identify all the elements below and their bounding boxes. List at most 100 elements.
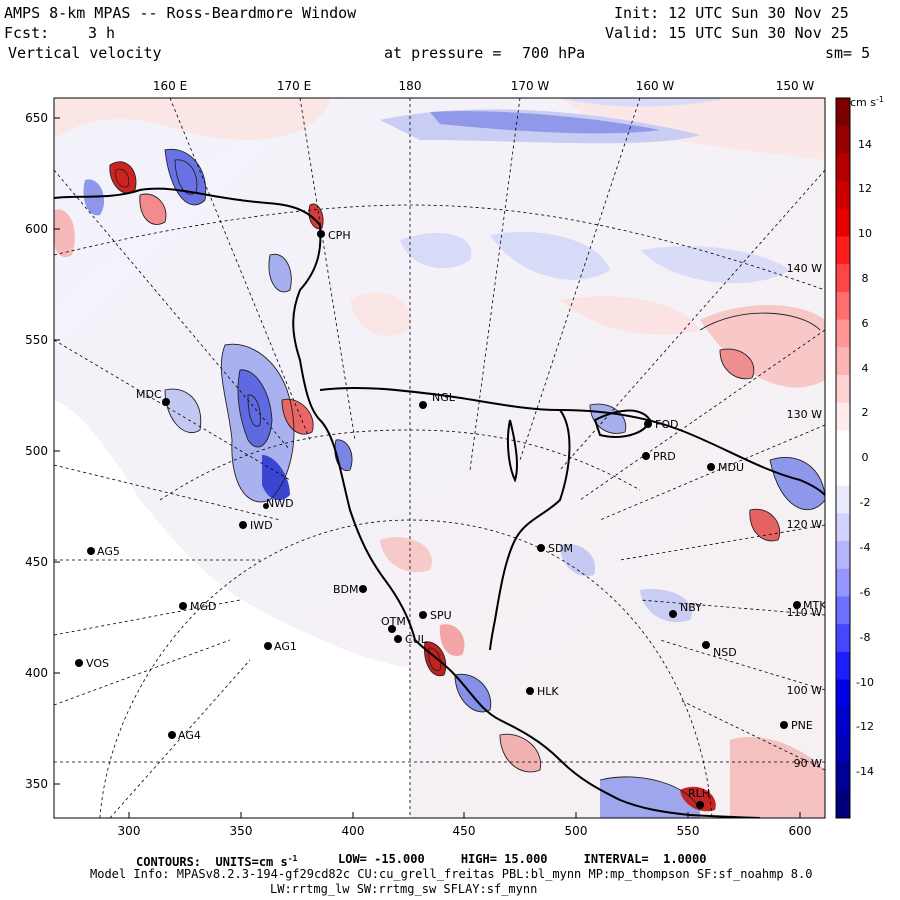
island-coast [593,409,652,438]
station-iwd[interactable]: IWD [239,519,273,532]
colorbar-segment [836,264,850,293]
station-ngl[interactable]: NGL [419,391,456,409]
lon-label-120w: 120 W [787,518,822,531]
station-marker[interactable] [669,610,677,618]
colorbar-label: 6 [862,317,869,330]
station-nby[interactable]: NBY [669,601,702,618]
station-marker[interactable] [263,503,269,509]
colorbar-segment [836,319,850,348]
station-marker[interactable] [162,398,170,406]
field-patch [490,231,610,280]
graticule [54,98,825,818]
contour [164,388,202,433]
station-mtk[interactable]: MTK [793,599,827,612]
station-marker[interactable] [793,601,801,609]
colorbar-labels: 14 12 10 8 6 4 2 0 -2 -4 -6 -8 -10 -12 -… [856,138,874,778]
station-nwd[interactable]: NWD [263,497,294,510]
parallel-arc [54,204,825,291]
station-marker[interactable] [388,625,396,633]
station-mgd[interactable]: MGD [179,600,217,613]
colorbar-segment [836,430,850,459]
field-patch [560,98,720,107]
station-sdm[interactable]: SDM [537,542,573,555]
station-nsd[interactable]: NSD [702,641,737,659]
station-marker[interactable] [75,659,83,667]
contour [334,439,353,472]
station-marker[interactable] [644,420,652,428]
station-marker[interactable] [696,801,704,809]
footer-range: LOW= -15.000 HIGH= 15.000 INTERVAL= 1.00… [338,852,707,866]
colorbar-segment [836,541,850,570]
station-cul[interactable]: CUL [394,633,428,646]
station-marker[interactable] [87,547,95,555]
station-marker[interactable] [419,611,427,619]
meridian-90e [109,659,251,818]
top-axis: 160 E 170 E 180 170 W 160 W 150 W [153,79,815,93]
station-marker[interactable] [239,521,247,529]
station-vos[interactable]: VOS [75,657,109,670]
meridian-100w [659,639,825,691]
station-marker[interactable] [537,544,545,552]
station-marker[interactable] [264,642,272,650]
station-marker[interactable] [702,641,710,649]
station-label: MDC [136,388,162,401]
station-marker[interactable] [317,230,325,238]
station-ag5[interactable]: AG5 [87,545,120,558]
station-mdc[interactable]: MDC [136,388,170,406]
colorbar-segment [836,125,850,154]
station-ag4[interactable]: AG4 [168,729,201,742]
station-label: BDM [333,583,359,596]
station-prd[interactable]: PRD [642,450,676,463]
station-label: CUL [405,633,428,646]
bottom-axis: 300 350 400 450 500 550 600 [118,824,812,838]
station-marker[interactable] [707,463,715,471]
station-mdu[interactable]: MDU [707,461,744,474]
bottom-axis-ticks [128,812,801,818]
station-label: AG1 [274,640,297,653]
station-marker[interactable] [359,585,367,593]
station-pne[interactable]: PNE [780,719,813,732]
field-patch [700,305,825,388]
station-marker[interactable] [642,452,650,460]
meridian-140e [54,339,291,481]
station-marker[interactable] [168,731,176,739]
station-marker[interactable] [526,687,534,695]
colorbar-segment [836,568,850,597]
station-bdm[interactable]: BDM [333,583,367,596]
colorbar-segment [836,374,850,404]
station-otm[interactable]: OTM [381,615,406,633]
station-marker[interactable] [419,401,427,409]
y-tick-label: 350 [25,777,48,791]
station-marker[interactable] [179,602,187,610]
meridian-130e [54,464,281,521]
field-patch [730,736,825,818]
field-patch [262,455,290,501]
station-marker[interactable] [780,721,788,729]
contour [749,508,781,542]
ice-shelf-grounding-line [489,409,571,651]
station-label: HLK [537,685,559,698]
station-rlh[interactable]: RLH [688,787,710,809]
colorbar-label: -14 [856,765,874,778]
station-marker[interactable] [394,635,402,643]
station-ag1[interactable]: AG1 [264,640,297,653]
colorbar-segment [836,734,850,764]
top-lon-label: 160 W [636,79,675,93]
colorbar-segment [836,236,850,265]
station-label: NBY [680,601,702,614]
colorbar-segment [836,679,850,708]
colorbar-segment [836,624,850,653]
ross-ice-shelf-front [319,386,825,496]
y-tick-label: 400 [25,666,48,680]
station-fod[interactable]: FOD [644,418,678,431]
colorbar-segment [836,513,850,542]
station-cph[interactable]: CPH [317,229,351,242]
station-spu[interactable]: SPU [419,609,452,622]
station-label: OTM [381,615,406,628]
station-label: CPH [328,229,351,242]
top-lon-label: 160 E [153,79,187,93]
contour-lines [109,148,825,811]
valid-time: Valid: 15 UTC Sun 30 Nov 25 [605,24,849,42]
station-hlk[interactable]: HLK [526,685,559,698]
